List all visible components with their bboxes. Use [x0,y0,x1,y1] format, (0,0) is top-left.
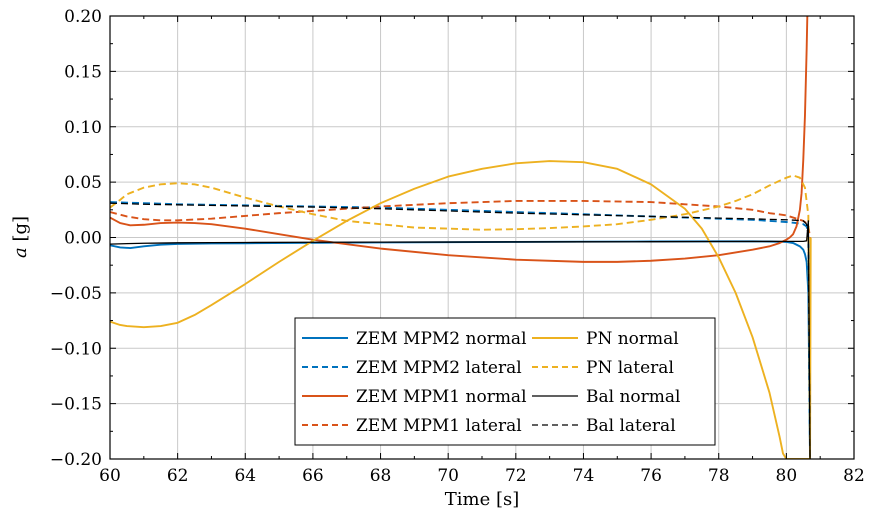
y-tick-label: −0.15 [50,395,102,415]
y-tick-label: 0.15 [64,62,102,82]
legend-label: Bal normal [586,387,680,407]
x-axis-label: Time [s] [445,489,520,510]
legend-box [294,317,716,446]
x-tick-labels: 60 62 64 66 68 70 72 74 76 78 80 82 [99,466,865,486]
y-tick-labels: −0.20 −0.15 −0.10 −0.05 0.00 0.05 0.10 0.15 0.20 [50,7,102,470]
legend-label: PN lateral [586,358,674,378]
y-tick-label: 0.20 [64,7,102,27]
series-layer [110,16,812,459]
x-tick-label: 76 [640,466,662,486]
x-tick-label: 78 [708,466,730,486]
legend-label: ZEM MPM2 lateral [356,358,522,378]
series-line-pn-normal [110,160,812,459]
y-tick-label: −0.20 [50,450,102,470]
y-axis-label-symbol: a [10,247,31,258]
legend-label: Bal lateral [586,416,676,436]
x-tick-label: 82 [843,466,865,486]
x-tick-label: 80 [776,466,798,486]
x-tick-label: 62 [167,466,189,486]
legend-label: ZEM MPM1 normal [356,387,527,407]
x-tick-label: 66 [302,466,324,486]
legend-label: ZEM MPM2 normal [356,329,527,349]
y-tick-label: −0.10 [50,339,102,359]
x-tick-label: 60 [99,466,121,486]
series-line-zem-mpm1-normal [110,16,809,263]
x-tick-label: 74 [573,466,595,486]
x-tick-label: 70 [437,466,459,486]
x-tick-label: 68 [370,466,392,486]
y-axis-label-unit: [g] [10,216,31,247]
series-line-zem-mpm1-lateral [110,200,811,238]
y-axis-label: a [g] [10,216,31,258]
series-line-bal-lateral [110,202,811,459]
x-tick-label: 64 [234,466,256,486]
legend-label: ZEM MPM1 lateral [356,416,522,436]
series-line-pn-lateral [110,174,811,459]
legend-label: PN normal [586,329,679,349]
series-line-bal-normal [110,220,811,459]
y-tick-label: 0.05 [64,173,102,193]
axis-ticks [109,15,855,460]
y-tick-label: −0.05 [50,284,102,304]
x-tick-label: 72 [505,466,527,486]
y-tick-label: 0.10 [64,118,102,138]
legend: ZEM MPM2 normal PN normal ZEM MPM2 lateral… [294,317,716,446]
y-tick-label: 0.00 [64,229,102,249]
